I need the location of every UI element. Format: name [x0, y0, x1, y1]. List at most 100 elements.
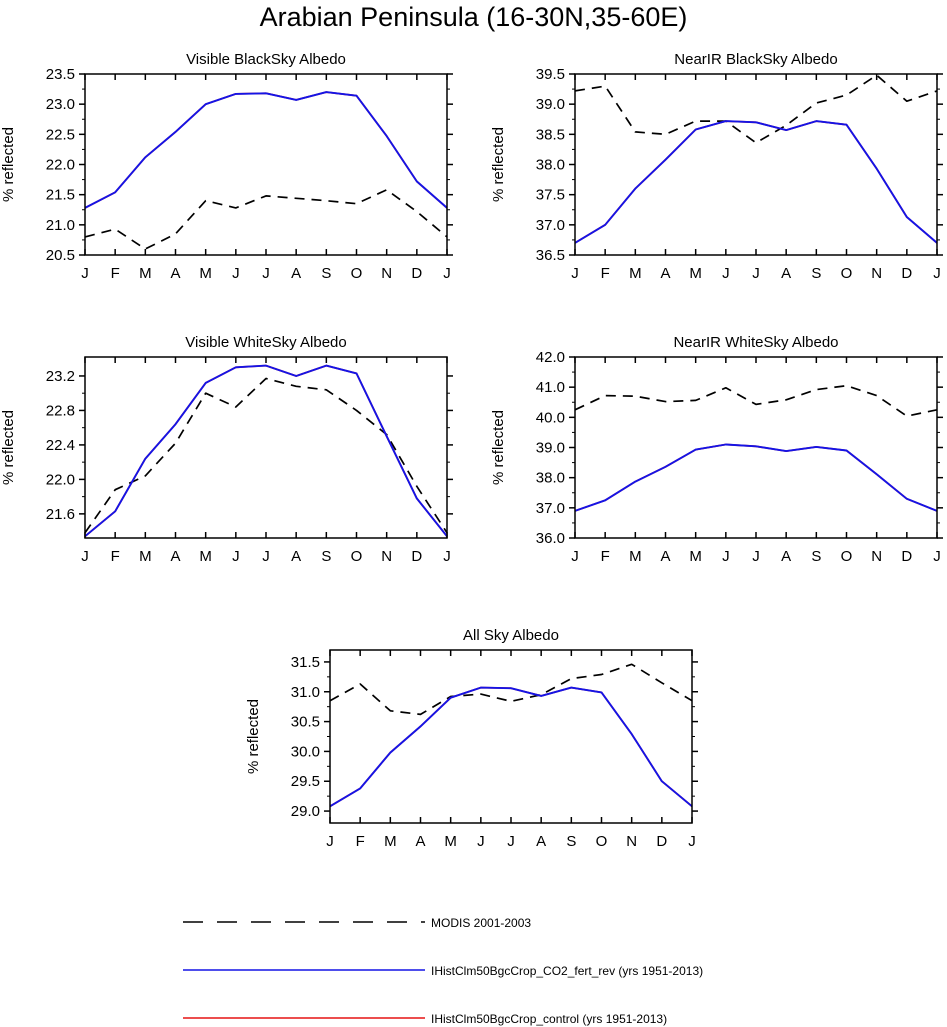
- x-tick-label: O: [841, 548, 853, 565]
- legend-entry: MODIS 2001-2003: [183, 916, 531, 930]
- y-tick-label: 36.0: [536, 530, 565, 547]
- y-tick-label: 38.5: [536, 126, 565, 143]
- series-line-control: [84, 91, 448, 209]
- x-tick-label: A: [170, 265, 180, 282]
- y-tick-label: 29.5: [291, 773, 320, 790]
- y-tick-label: 21.6: [46, 506, 75, 523]
- x-tick-label: M: [689, 265, 702, 282]
- x-tick-label: M: [384, 833, 397, 850]
- y-tick-label: 41.0: [536, 379, 565, 396]
- series-line-modis: [84, 188, 448, 250]
- y-tick-label: 23.2: [46, 368, 75, 385]
- plot-frame: [574, 73, 938, 256]
- x-tick-label: J: [326, 833, 334, 850]
- series-line-co2-fert: [574, 443, 938, 512]
- series-line-co2-fert: [84, 364, 448, 538]
- y-tick-label: 39.0: [536, 440, 565, 457]
- series-line-control: [84, 364, 448, 537]
- chart-panel-3: Visible WhiteSky Albedo % reflected J F M A M J…: [0, 334, 453, 565]
- x-tick-label: J: [232, 548, 240, 565]
- series-line-co2-fert: [329, 686, 693, 808]
- x-tick-label: N: [381, 548, 392, 565]
- y-tick-label: 29.0: [291, 803, 320, 820]
- x-tick-label: D: [901, 265, 912, 282]
- figure-title: Arabian Peninsula (16-30N,35-60E): [259, 2, 688, 32]
- y-tick-label: 38.0: [536, 157, 565, 174]
- legend-entry: IHistClm50BgcCrop_CO2_fert_rev (yrs 1951…: [183, 964, 703, 978]
- x-tick-label: J: [507, 833, 515, 850]
- x-tick-label: J: [571, 265, 579, 282]
- plot-frame: [84, 73, 448, 256]
- chart-title: NearIR WhiteSky Albedo: [673, 334, 838, 351]
- x-tick-label: S: [321, 265, 331, 282]
- x-tick-label: M: [199, 265, 212, 282]
- x-tick-label: M: [139, 548, 152, 565]
- series-line-modis: [329, 663, 693, 716]
- x-tick-label: J: [933, 548, 941, 565]
- y-tick-label: 39.0: [536, 96, 565, 113]
- x-tick-label: J: [933, 265, 941, 282]
- legend-label: MODIS 2001-2003: [431, 916, 531, 930]
- y-tick-label: 20.5: [46, 247, 75, 264]
- y-axis-label: % reflected: [490, 410, 507, 485]
- x-tick-label: O: [841, 265, 853, 282]
- legend-label: IHistClm50BgcCrop_control (yrs 1951-2013…: [431, 1012, 667, 1026]
- legend-entry: IHistClm50BgcCrop_control (yrs 1951-2013…: [183, 1012, 667, 1026]
- x-tick-label: D: [411, 548, 422, 565]
- x-tick-label: J: [81, 265, 89, 282]
- x-tick-label: J: [262, 548, 270, 565]
- series-line-modis: [574, 384, 938, 417]
- x-tick-label: A: [660, 265, 670, 282]
- x-tick-label: J: [722, 548, 730, 565]
- y-tick-label: 36.5: [536, 247, 565, 264]
- chart-title: Visible WhiteSky Albedo: [185, 334, 346, 351]
- y-tick-label: 37.0: [536, 217, 565, 234]
- x-tick-label: J: [688, 833, 696, 850]
- y-tick-label: 30.0: [291, 743, 320, 760]
- x-tick-label: A: [536, 833, 546, 850]
- x-tick-label: M: [629, 265, 642, 282]
- y-tick-label: 21.0: [46, 217, 75, 234]
- y-tick-label: 22.0: [46, 471, 75, 488]
- x-tick-label: J: [752, 548, 760, 565]
- y-tick-label: 30.5: [291, 714, 320, 731]
- y-tick-label: 23.0: [46, 96, 75, 113]
- y-tick-label: 22.5: [46, 126, 75, 143]
- x-tick-label: F: [111, 548, 120, 565]
- x-tick-label: D: [411, 265, 422, 282]
- x-tick-label: O: [351, 265, 363, 282]
- series-line-control: [574, 120, 938, 244]
- y-tick-label: 37.0: [536, 500, 565, 517]
- y-axis-label: % reflected: [490, 127, 507, 202]
- figure-legend: MODIS 2001-2003 IHistClm50BgcCrop_CO2_fer…: [183, 916, 703, 1026]
- x-tick-label: J: [752, 265, 760, 282]
- x-tick-label: N: [626, 833, 637, 850]
- y-tick-label: 31.0: [291, 684, 320, 701]
- series-line-modis: [574, 74, 938, 144]
- x-tick-label: A: [660, 548, 670, 565]
- plot-frame: [84, 356, 448, 539]
- chart-panel-5: All Sky Albedo % reflected J F M A M J J A S O N D J 29…: [245, 627, 698, 850]
- series-line-co2-fert: [84, 91, 448, 209]
- x-tick-label: M: [689, 548, 702, 565]
- y-tick-label: 42.0: [536, 349, 565, 366]
- y-tick-label: 21.5: [46, 187, 75, 204]
- x-tick-label: N: [871, 265, 882, 282]
- x-tick-label: M: [629, 548, 642, 565]
- y-tick-label: 22.0: [46, 157, 75, 174]
- x-tick-label: J: [571, 548, 579, 565]
- x-tick-label: J: [81, 548, 89, 565]
- x-tick-label: F: [601, 548, 610, 565]
- chart-panel-1: Visible BlackSky Albedo % reflected J F M A M J…: [0, 51, 453, 282]
- x-tick-label: N: [381, 265, 392, 282]
- y-axis-label: % reflected: [0, 410, 17, 485]
- series-line-modis: [84, 377, 448, 534]
- chart-title: NearIR BlackSky Albedo: [674, 51, 837, 68]
- x-tick-label: S: [321, 548, 331, 565]
- x-tick-label: A: [781, 548, 791, 565]
- x-tick-label: M: [139, 265, 152, 282]
- x-tick-label: F: [601, 265, 610, 282]
- y-axis-label: % reflected: [0, 127, 17, 202]
- chart-panel-4: NearIR WhiteSky Albedo % reflected J F M A M J J…: [490, 334, 943, 565]
- x-tick-label: D: [656, 833, 667, 850]
